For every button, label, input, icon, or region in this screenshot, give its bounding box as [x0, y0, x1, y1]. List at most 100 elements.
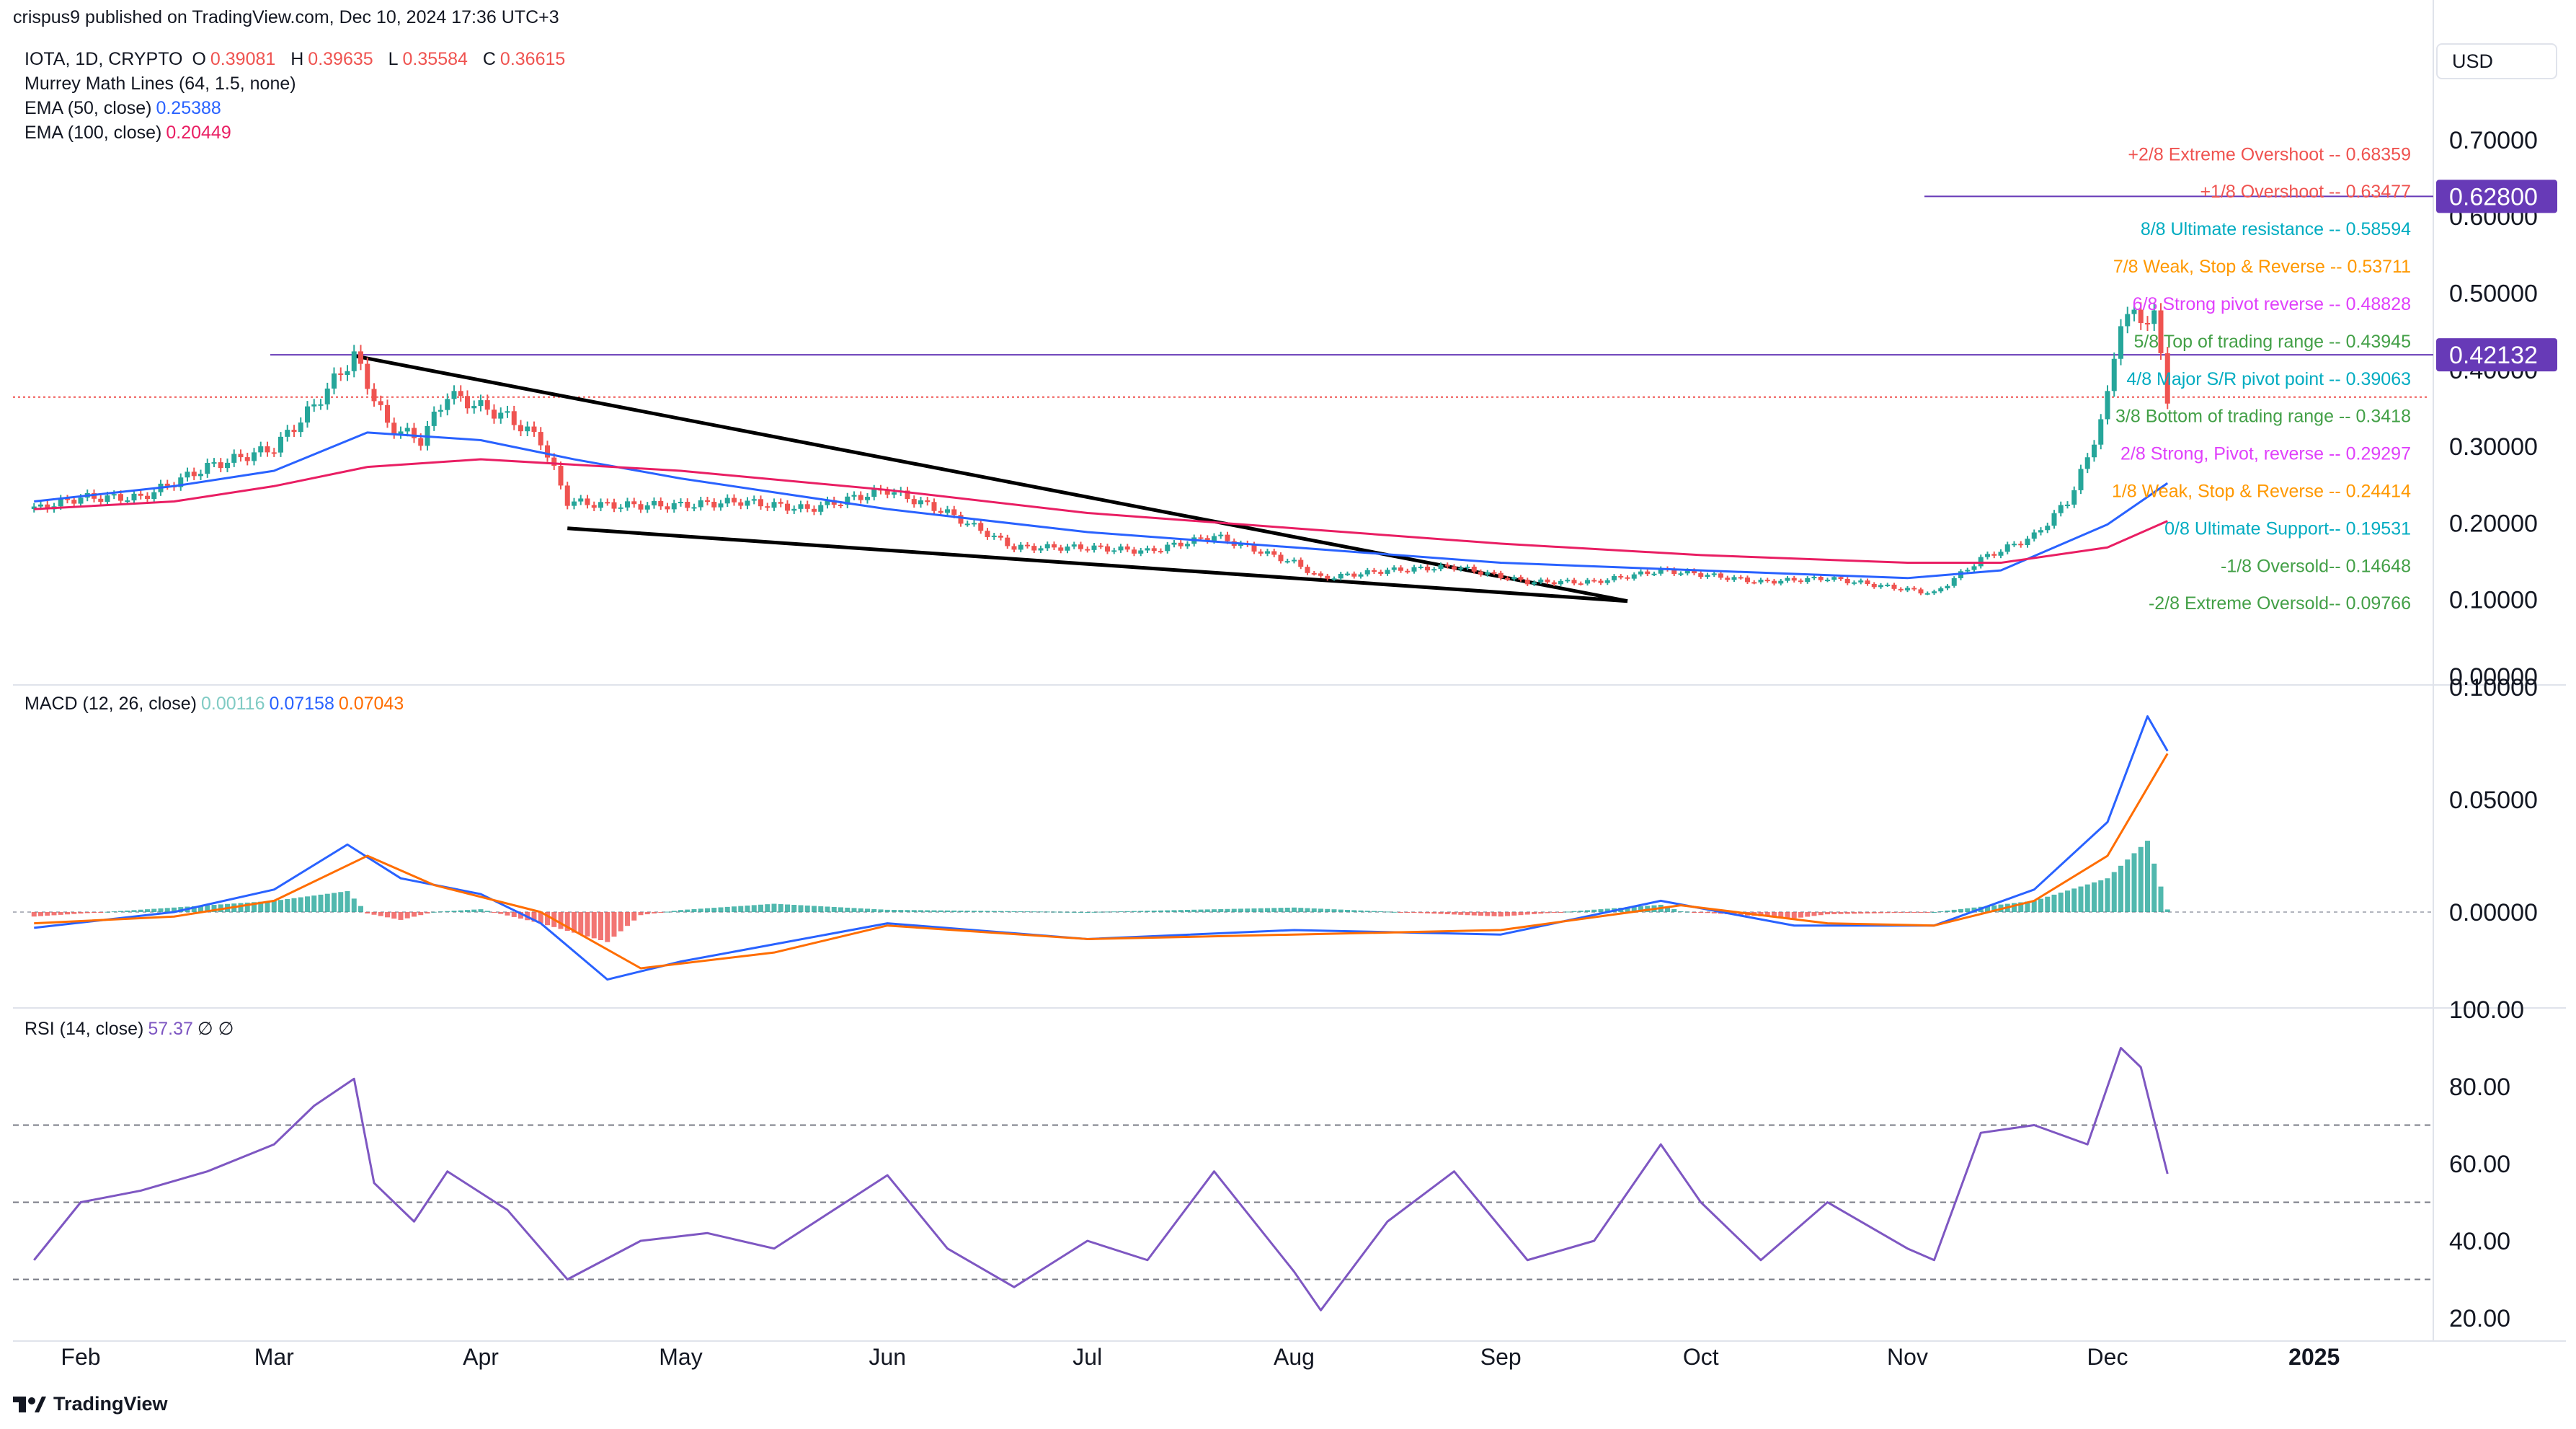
price-axis-tick: 0.30000 [2449, 433, 2538, 461]
macd-histogram-bar [1005, 911, 1011, 912]
rsi-legend[interactable]: RSI (14, close) 57.37 ∅ ∅ [25, 1018, 238, 1040]
candle-body [2164, 353, 2170, 404]
macd-histogram-bar [812, 906, 817, 912]
candle-body [1945, 585, 1950, 588]
candle-body [605, 502, 610, 504]
macd-histogram-bar [1478, 912, 1483, 916]
candle-body [865, 497, 870, 500]
candle-body [225, 462, 230, 469]
macd-histogram-bar [1191, 909, 1197, 912]
macd-histogram-bar [1665, 906, 1670, 912]
macd-histogram-bar [311, 895, 317, 912]
macd-histogram-bar [412, 912, 417, 917]
candle-body [385, 404, 390, 423]
macd-histogram-bar [1085, 912, 1091, 913]
price-badge-label: 0.62800 [2449, 183, 2538, 211]
macd-histogram-bar [2078, 886, 2084, 912]
macd-histogram-bar [1031, 911, 1037, 913]
macd-histogram-bar [1398, 912, 1403, 913]
macd-histogram-bar [98, 912, 104, 913]
macd-histogram-bar [1778, 912, 1784, 918]
macd-histogram-bar [2012, 903, 2017, 912]
macd-histogram-bar [1958, 908, 1963, 912]
macd-histogram-bar [538, 912, 543, 924]
candle-body [2018, 544, 2024, 546]
candle-body [492, 410, 497, 419]
candle-body [1498, 572, 1504, 578]
candle-body [825, 500, 830, 505]
price-axis-tick: 0.00000 [2449, 663, 2538, 691]
macd-histogram-bar [652, 912, 657, 913]
macd-histogram-bar [158, 908, 164, 912]
rsi-value: 57.37 [148, 1019, 193, 1039]
macd-histogram-bar [2098, 880, 2104, 912]
candle-body [1684, 570, 1690, 574]
macd-histogram-bar [445, 911, 450, 912]
symbol-label[interactable]: IOTA, 1D, CRYPTO [25, 49, 183, 69]
candle-body [1031, 546, 1037, 551]
candle-body [258, 446, 264, 453]
candle-body [1738, 577, 1744, 579]
macd-histogram-bar [1452, 912, 1457, 915]
candle-body [1532, 582, 1537, 585]
candle-body [1431, 569, 1437, 571]
price-axis-tick: 0.50000 [2449, 280, 2538, 308]
candle-body [964, 523, 970, 526]
candle-body [998, 535, 1003, 538]
candle-body [2158, 310, 2164, 353]
candle-body [1225, 534, 1230, 541]
candle-body [1578, 583, 1584, 585]
macd-histogram-bar [691, 908, 697, 912]
macd-histogram-bar [778, 904, 783, 912]
candle-body [478, 400, 484, 407]
macd-histogram-bar [198, 906, 203, 912]
macd-histogram-bar [2151, 863, 2157, 912]
candle-body [1058, 547, 1064, 551]
macd-histogram-bar [1604, 908, 1610, 912]
candle-body [1284, 561, 1290, 563]
candle-body [1791, 578, 1797, 581]
rsi-axis-tick: 100.00 [2449, 996, 2524, 1024]
macd-histogram-bar [905, 910, 910, 912]
macd-histogram-bar [2158, 886, 2164, 912]
candle-body [1911, 588, 1917, 590]
macd-histogram-bar [1292, 907, 1297, 912]
macd-histogram-bar [1418, 912, 1424, 913]
macd-histogram-bar [371, 912, 377, 915]
candle-body [1692, 570, 1697, 574]
candle-body [1518, 577, 1524, 580]
macd-histogram-bar [625, 912, 630, 926]
macd-histogram-bar [1538, 912, 1544, 914]
macd-histogram-bar [1671, 908, 1677, 912]
price-badge [2436, 338, 2557, 372]
candle-body [1558, 580, 1563, 585]
candle-body [1678, 573, 1684, 575]
candle-body [2025, 539, 2030, 546]
macd-histogram-bar [665, 911, 670, 913]
macd-histogram-bar [2111, 872, 2117, 912]
macd-histogram-bar [478, 909, 484, 912]
candle-body [1491, 572, 1497, 574]
candle-body [1924, 593, 1930, 595]
candle-body [1171, 542, 1177, 545]
macd-histogram-bar [1212, 909, 1217, 912]
macd-histogram-bar [724, 906, 730, 912]
ema50-legend[interactable]: EMA (50, close) 0.25388 [25, 98, 226, 119]
macd-histogram-bar [818, 906, 824, 912]
currency-button[interactable]: USD [2436, 43, 2557, 79]
candle-body [451, 391, 457, 399]
candle-body [1158, 551, 1163, 553]
candle-body [1658, 568, 1664, 574]
candle-body [1204, 538, 1210, 541]
candle-body [2004, 544, 2010, 552]
candle-body [1098, 545, 1103, 547]
candle-body [718, 503, 724, 508]
ema100-legend[interactable]: EMA (100, close) 0.20449 [25, 123, 236, 143]
macd-legend[interactable]: MACD (12, 26, close) 0.00116 0.07158 0.0704… [25, 694, 408, 714]
candle-body [1311, 572, 1317, 575]
macd-histogram-bar [1145, 911, 1150, 912]
macd-histogram-bar [644, 912, 650, 915]
candle-body [38, 504, 43, 507]
murrey-legend[interactable]: Murrey Math Lines (64, 1.5, none) [25, 74, 301, 94]
